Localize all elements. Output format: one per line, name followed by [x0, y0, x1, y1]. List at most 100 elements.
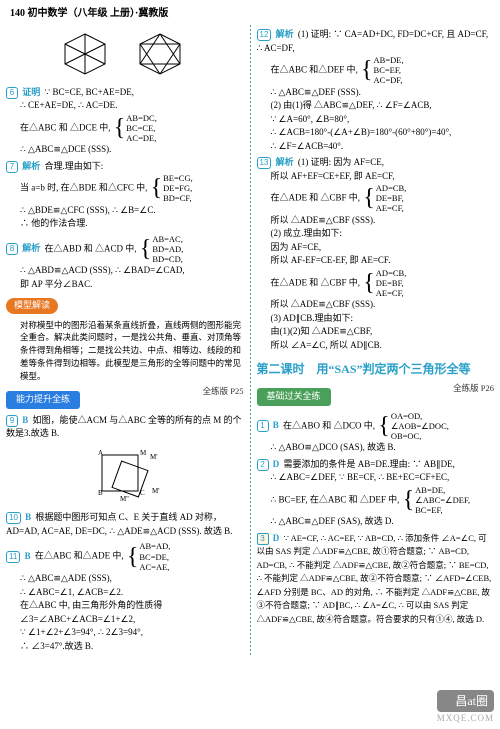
q12-b1-2: AC=DF, [374, 75, 404, 85]
q9-ans: B [22, 415, 28, 425]
q12-b1-0: AB=DE, [374, 55, 404, 65]
book-title: 初中数学（八年级 上册）·冀教版 [28, 8, 169, 19]
q12-b1-1: BC=EF, [374, 65, 404, 75]
q7-l1: 当 a=b 时, 在△BDE 和△CFC 中, [20, 182, 147, 192]
watermark-brand: 昌at圈 [437, 690, 494, 712]
q8-br0: AB=AC, [152, 234, 183, 244]
content-columns: 6 证明 ∵ BC=CE, BC+AE=DE, ∴ CE+AE=DE, ∴ AC… [0, 25, 500, 656]
q13-l7: 所以 AF-EF=CE-EF, 即 AE=CF. [257, 254, 495, 268]
q6-br1: BC=CE, [126, 123, 157, 133]
question-6: 6 证明 ∵ BC=CE, BC+AE=DE, ∴ CE+AE=DE, ∴ AC… [6, 86, 244, 157]
page-number: 140 [10, 8, 25, 19]
skill-ref: 全练版 P25 [203, 385, 244, 398]
r-q2-l3-row: ∴ BC=EF, 在△ABC 和 △DEF 中, { AB=DE, ∠ABC=∠… [257, 485, 495, 516]
badge-11: 11 [6, 551, 20, 563]
r-question-1: 1 B 在△ABO 和 △DCO 中, { OA=OD, ∠AOB=∠DOC, … [257, 411, 495, 455]
r-q1-l1: 在△ABO 和 △DCO 中, [283, 420, 375, 430]
svg-text:M: M [140, 449, 147, 457]
r-q1-ans: B [273, 420, 279, 430]
q9-body: 如图，能使△ACM 与△ABC 全等的所有的点 M 的个数是3.故选 B. [6, 415, 242, 439]
question-10: 10 B 根据题中图形可知点 C、E 关于直线 AD 对称，AD=AD, AC=… [6, 511, 244, 538]
q10-ans: B [25, 512, 31, 522]
q13-l6: 因为 AF=CE, [257, 241, 495, 255]
q6-brace: { AB=DC, BC=CE, AC=DE, [113, 113, 157, 144]
q12-l2: 在△ABC 和△DEF 中, [271, 64, 358, 74]
q8-br1: BD=AD, [152, 244, 183, 254]
q7-l3: ∴ 他的作法合理. [6, 217, 244, 231]
r-q1-l2: ∴ △ABO≌△DCO (SAS), 故选 B. [257, 441, 495, 455]
question-9: 9 B 如图，能使△ACM 与△ABC 全等的所有的点 M 的个数是3.故选 B… [6, 414, 244, 508]
q11-l3: ∴ ∠ABC=∠1, ∠ACB=∠2. [6, 586, 244, 600]
section-title: 第二课时 用“SAS”判定两个三角形全等 [257, 360, 495, 378]
q12-brace1: { AB=DE, BC=EF, AC=DF, [360, 55, 404, 86]
badge-7: 7 [6, 161, 18, 173]
q7-l1-row: 当 a=b 时, 在△BDE 和△CFC 中, { BE=CG, DE=FG, … [6, 173, 244, 204]
rq1-b0: OA=OD, [391, 411, 449, 421]
skill-bar: 能力提升全练 [6, 391, 80, 409]
q7-l2: ∴ △BDE≌△CFC (SSS), ∴ ∠B=∠C. [6, 204, 244, 218]
q13-brace2: { AD=CB, DE=BF, AE=CF, [362, 268, 406, 299]
q13-label: 解析 [276, 157, 294, 167]
q6-br2: AC=DE, [126, 133, 157, 143]
q13-l8: 在△ADE 和 △CBF 中, [271, 277, 361, 287]
badge-9: 9 [6, 415, 18, 427]
left-column: 6 证明 ∵ BC=CE, BC+AE=DE, ∴ CE+AE=DE, ∴ AC… [6, 25, 244, 656]
hexagon-figure [6, 29, 244, 82]
q6-l2: ∴ CE+AE=DE, ∴ AC=DE. [6, 99, 244, 113]
r-q2-brace: { AB=DE, ∠ABC=∠DEF, BC=EF, [402, 485, 471, 516]
rq2-b2: BC=EF, [415, 505, 470, 515]
q13-brace1: { AD=CB, DE=BF, AE=CF, [362, 183, 406, 214]
q11-brace: { AB=AD, BC=DE, AC=AE, [126, 541, 171, 572]
r-q1-brace: { OA=OD, ∠AOB=∠DOC, OB=OC, [377, 411, 449, 442]
svg-text:A: A [98, 449, 103, 457]
q13-b2-0: AD=CB, [376, 268, 407, 278]
q11-l5: ∵ ∠1+∠2+∠3=94°, ∴ 2∠3=94°, [6, 626, 244, 640]
q13-b1-1: DE=BF, [376, 193, 407, 203]
q6-l1: ∵ BC=CE, BC+AE=DE, [45, 87, 134, 97]
question-12: 12 解析 (1) 证明: ∵ CA=AD+DC, FD=DC+CF, 且 AD… [257, 28, 495, 153]
badge-8: 8 [6, 243, 18, 255]
q8-label: 解析 [22, 243, 40, 253]
r-q2-l1: 需要添加的条件是 AB=DE.理由: ∵ AB∥DE, [284, 459, 455, 469]
basic-bar: 基础过关全练 [257, 388, 331, 406]
q12-l3: ∴ △ABC≌△DEF (SSS). [257, 86, 495, 100]
q12-l6: ∴ ∠ACB=180°-(∠A+∠B)=180°-(60°+80°)=40°, [257, 126, 495, 140]
q13-l5: (2) 成立.理由如下: [257, 227, 495, 241]
r-q2-l2: ∴ ∠ABC=∠DEF, ∵ BE=CF, ∴ BE+EC=CF+EC, [257, 471, 495, 485]
badge-13: 13 [257, 157, 272, 169]
q13-l3-row: 在△ADE 和 △CBF 中, { AD=CB, DE=BF, AE=CF, [257, 183, 495, 214]
watermark: 昌at圈 MXQE.COM [437, 690, 494, 726]
r-question-3: 3 D ∵ AE=CF, ∴ AC=EF, ∵ AB=CD, ∴ 添加条件 ∠A… [257, 532, 495, 627]
watermark-url: MXQE.COM [437, 712, 494, 726]
q11-l1: 在△ABC 和△ADE 中, [35, 551, 124, 561]
q7-label: 解析 [22, 161, 40, 171]
q7-br0: BE=CG, [163, 173, 193, 183]
basic-ref: 全练版 P26 [453, 382, 494, 395]
q8-l1: 在△ABD 和 △ACD 中, [45, 243, 137, 253]
q6-l3: 在△ABC 和 △DCE 中, [20, 122, 111, 132]
q12-l2-row: 在△ABC 和△DEF 中, { AB=DE, BC=EF, AC=DF, [257, 55, 495, 86]
badge-12: 12 [257, 29, 272, 41]
q11-l4: 在△ABC 中, 由三角形外角的性质得 ∠3=∠ABC+∠ACB=∠1+∠2, [6, 599, 244, 626]
basic-header: 基础过关全练 全练版 P26 [257, 382, 495, 408]
skill-header: 能力提升全练 全练版 P25 [6, 385, 244, 411]
q12-l7: ∴ ∠F=∠ACB=40°. [257, 140, 495, 154]
svg-text:C: C [140, 489, 145, 497]
q12-label: 解析 [276, 29, 294, 39]
svg-text:M'': M'' [120, 495, 129, 503]
model-body: 对称模型中的图形沿着某条直线折叠，直线两侧的图形能完全重合。解决此类问题时，一是… [6, 319, 244, 383]
q8-l3: 即 AP 平分∠BAC. [6, 278, 244, 292]
q11-br2: AC=AE, [139, 562, 170, 572]
rq2-b1: ∠ABC=∠DEF, [415, 495, 470, 505]
rq1-b1: ∠AOB=∠DOC, [391, 421, 449, 431]
page-header: 140 初中数学（八年级 上册）·冀教版 [0, 0, 500, 25]
badge-10: 10 [6, 512, 21, 524]
q13-l4: 所以 △ADE≌△CBF (SSS). [257, 214, 495, 228]
q11-ans: B [25, 551, 31, 561]
svg-text:M': M' [152, 487, 160, 495]
svg-text:M': M' [150, 453, 158, 461]
q8-br2: BD=CD, [152, 254, 183, 264]
r-q3-body: ∵ AE=CF, ∴ AC=EF, ∵ AB=CD, ∴ 添加条件 ∠A=∠C,… [257, 533, 492, 624]
right-column: 12 解析 (1) 证明: ∵ CA=AD+DC, FD=DC+CF, 且 AD… [257, 25, 495, 656]
q11-br1: BC=DE, [139, 552, 170, 562]
